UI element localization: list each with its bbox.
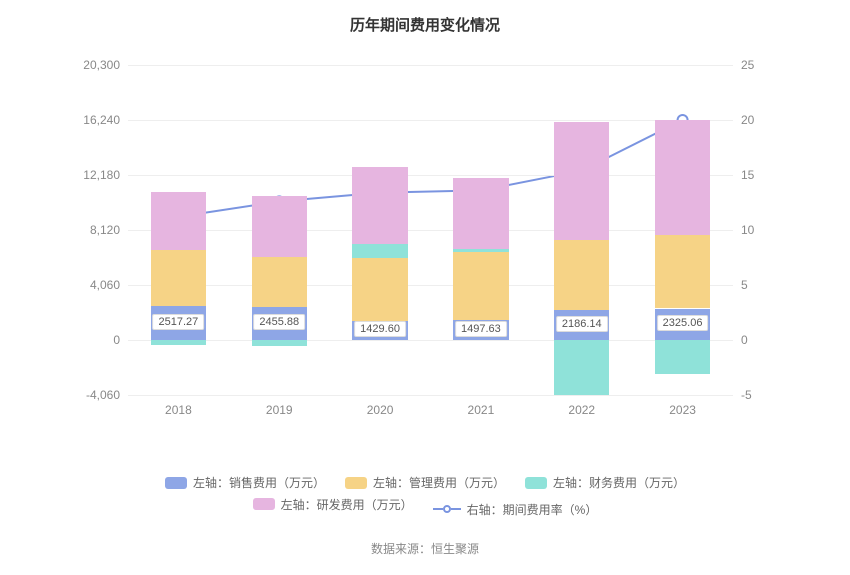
bar-value-label: 2325.06 (657, 315, 709, 331)
y-left-tick: 16,240 (68, 113, 128, 127)
y-left-tick: 20,300 (68, 58, 128, 72)
bar-finance (655, 340, 710, 374)
y-left-tick: 0 (68, 333, 128, 347)
x-tick: 2018 (165, 395, 192, 417)
bar-value-label: 1429.60 (354, 321, 406, 337)
y-right-tick: 25 (733, 58, 773, 72)
bar-rnd (252, 196, 307, 257)
x-tick: 2023 (669, 395, 696, 417)
legend-line-swatch (433, 505, 461, 513)
legend-swatch (345, 477, 367, 489)
bar-rnd (352, 167, 407, 244)
bar-admin (252, 257, 307, 307)
chart-area: -4,060-5004,06058,1201012,1801516,240202… (78, 55, 783, 425)
y-right-tick: 5 (733, 278, 773, 292)
bar-group: 1429.60 (352, 65, 407, 395)
gridline (128, 65, 733, 66)
legend-label: 左轴：财务费用（万元） (553, 474, 685, 491)
legend-swatch (165, 477, 187, 489)
legend-row: 左轴：销售费用（万元） 左轴：管理费用（万元） 左轴：财务费用（万元） (0, 474, 850, 492)
bar-group: 2455.88 (252, 65, 307, 395)
bar-finance (453, 249, 508, 252)
bar-group: 2325.06 (655, 65, 710, 395)
chart-container: 历年期间费用变化情况 -4,060-5004,06058,1201012,180… (0, 0, 850, 575)
bar-rnd (151, 192, 206, 250)
bar-rnd (453, 178, 508, 248)
y-left-tick: 8,120 (68, 223, 128, 237)
bar-finance (554, 340, 609, 395)
x-tick: 2021 (468, 395, 495, 417)
plot-area: -4,060-5004,06058,1201012,1801516,240202… (128, 65, 733, 395)
legend-swatch (253, 498, 275, 510)
bar-admin (453, 252, 508, 320)
legend-label: 左轴：管理费用（万元） (373, 474, 505, 491)
legend-item-rnd: 左轴：研发费用（万元） (253, 496, 413, 513)
bar-value-label: 2517.27 (153, 314, 205, 330)
bar-group: 2186.14 (554, 65, 609, 395)
bar-admin (655, 235, 710, 308)
bar-group: 1497.63 (453, 65, 508, 395)
bar-admin (151, 250, 206, 306)
legend-item-admin: 左轴：管理费用（万元） (345, 474, 505, 491)
legend-label: 左轴：研发费用（万元） (281, 496, 413, 513)
y-right-tick: 20 (733, 113, 773, 127)
legend-item-sales: 左轴：销售费用（万元） (165, 474, 325, 491)
gridline (128, 175, 733, 176)
legend-row: 左轴：研发费用（万元） 右轴：期间费用率（%） (0, 496, 850, 518)
y-left-tick: 12,180 (68, 168, 128, 182)
bar-finance (151, 340, 206, 345)
y-right-tick: -5 (733, 388, 773, 402)
bar-value-label: 2455.88 (253, 314, 305, 330)
x-tick: 2019 (266, 395, 293, 417)
y-left-tick: 4,060 (68, 278, 128, 292)
x-tick: 2022 (568, 395, 595, 417)
bar-admin (352, 258, 407, 320)
bar-finance (252, 340, 307, 346)
bar-value-label: 2186.14 (556, 316, 608, 332)
gridline (128, 120, 733, 121)
legend: 左轴：销售费用（万元） 左轴：管理费用（万元） 左轴：财务费用（万元） 左轴：研发费用… (0, 470, 850, 522)
legend-swatch (525, 477, 547, 489)
bar-group: 2517.27 (151, 65, 206, 395)
bar-finance (352, 244, 407, 258)
legend-label: 左轴：销售费用（万元） (193, 474, 325, 491)
y-right-tick: 10 (733, 223, 773, 237)
legend-label: 右轴：期间费用率（%） (467, 501, 598, 518)
legend-item-finance: 左轴：财务费用（万元） (525, 474, 685, 491)
bar-rnd (554, 122, 609, 240)
gridline (128, 395, 733, 396)
chart-title: 历年期间费用变化情况 (0, 0, 850, 35)
data-source: 数据来源：恒生聚源 (0, 540, 850, 557)
gridline (128, 230, 733, 231)
y-left-tick: -4,060 (68, 388, 128, 402)
bar-rnd (655, 120, 710, 235)
bar-admin (554, 240, 609, 310)
y-right-tick: 0 (733, 333, 773, 347)
y-right-tick: 15 (733, 168, 773, 182)
gridline (128, 285, 733, 286)
legend-item-rate: 右轴：期间费用率（%） (433, 501, 598, 518)
x-tick: 2020 (367, 395, 394, 417)
bar-value-label: 1497.63 (455, 321, 507, 337)
gridline (128, 340, 733, 341)
